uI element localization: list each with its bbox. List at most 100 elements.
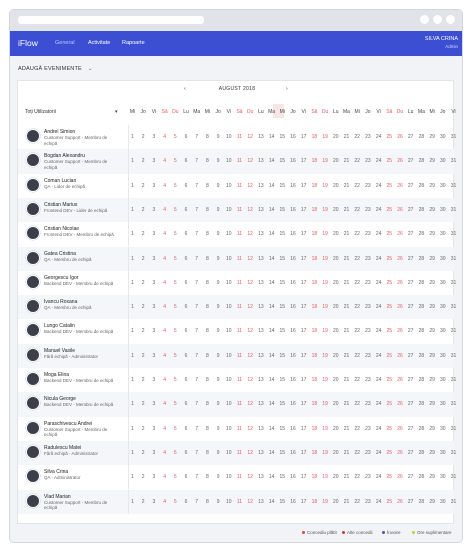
day-cell[interactable]: 22 [354, 255, 360, 262]
day-cell[interactable]: 9 [216, 279, 220, 286]
day-cell[interactable]: 21 [343, 352, 350, 359]
day-cell[interactable]: 18 [311, 377, 318, 383]
day-cell[interactable]: 15 [279, 206, 286, 213]
user-name[interactable]: Coman Lucian [44, 177, 77, 184]
user-row[interactable]: Cristian Marius Frontend DEV - Lider de e… [18, 197, 456, 223]
day-cell[interactable]: 13 [258, 401, 264, 408]
day-cell[interactable]: 22 [354, 206, 360, 213]
day-cell[interactable]: 16 [290, 255, 296, 262]
day-cell[interactable]: 29 [429, 134, 435, 140]
day-cell[interactable]: 1 [131, 206, 134, 213]
day-cell[interactable]: 12 [247, 377, 253, 383]
day-cell[interactable]: 18 [311, 206, 318, 213]
day-cell[interactable]: 7 [195, 206, 199, 213]
day-cell[interactable]: 24 [375, 352, 382, 359]
day-cell[interactable]: 13 [258, 304, 264, 311]
day-cell[interactable]: 28 [418, 182, 425, 189]
day-cell[interactable]: 17 [300, 206, 307, 213]
day-cell[interactable]: 19 [322, 304, 328, 311]
day-cell[interactable]: 21 [343, 328, 350, 335]
day-cell[interactable]: 18 [311, 182, 318, 189]
day-cell[interactable]: 4 [163, 206, 166, 213]
day-cell[interactable]: 29 [429, 231, 435, 238]
day-cell[interactable]: 1 [131, 279, 134, 286]
day-cell[interactable]: 21 [343, 279, 350, 286]
avatar[interactable] [26, 493, 40, 508]
day-cell[interactable]: 27 [407, 304, 414, 311]
day-cell[interactable]: 3 [152, 206, 156, 213]
day-cell[interactable]: 16 [290, 425, 296, 432]
avatar[interactable] [26, 153, 40, 168]
day-cell[interactable]: 14 [268, 401, 275, 408]
day-cell[interactable]: 9 [216, 401, 220, 408]
user-row[interactable]: Coman Lucian QA - Lider de echipă 1 2 3 4 5 6 7 8… [18, 173, 456, 198]
day-cell[interactable]: 20 [333, 498, 339, 505]
day-cell[interactable]: 18 [311, 425, 318, 432]
day-cell[interactable]: 9 [216, 158, 220, 165]
day-cell[interactable]: 27 [407, 377, 414, 383]
day-cell[interactable]: 22 [354, 449, 360, 456]
day-cell[interactable]: 2 [141, 352, 145, 359]
user-name[interactable]: Cristian Nicolae [44, 226, 80, 233]
day-cell[interactable]: 3 [152, 474, 156, 481]
day-cell[interactable]: 10 [226, 425, 232, 432]
day-cell[interactable]: 28 [418, 377, 425, 383]
user-name[interactable]: Cristian Marius [44, 201, 78, 208]
day-cell[interactable]: 9 [216, 328, 220, 335]
day-cell[interactable]: 10 [226, 377, 232, 383]
day-cell[interactable]: 4 [163, 352, 166, 359]
day-cell[interactable]: 11 [236, 328, 243, 335]
day-cell[interactable]: 14 [268, 425, 275, 432]
day-cell[interactable]: 6 [184, 425, 188, 432]
avatar[interactable] [26, 420, 40, 435]
day-cell[interactable]: 30 [440, 449, 446, 456]
day-cell[interactable]: 15 [279, 231, 286, 238]
day-cell[interactable]: 16 [290, 304, 296, 311]
day-cell[interactable]: 28 [418, 279, 425, 286]
day-cell[interactable]: 14 [268, 304, 275, 311]
day-cell[interactable]: 7 [195, 158, 199, 165]
day-cell[interactable]: 16 [290, 206, 296, 213]
day-cell[interactable]: 12 [247, 401, 253, 408]
day-cell[interactable]: 23 [365, 401, 371, 408]
day-cell[interactable]: 14 [268, 255, 275, 262]
user-name[interactable]: Ivancu Roxana [44, 299, 78, 306]
day-cell[interactable]: 11 [236, 182, 243, 189]
day-cell[interactable]: 9 [216, 498, 220, 505]
day-cell[interactable]: 29 [429, 352, 435, 359]
day-cell[interactable]: 27 [407, 498, 414, 505]
day-cell[interactable]: 4 [163, 304, 166, 311]
day-cell[interactable]: 11 [236, 352, 243, 359]
add-events-dropdown[interactable]: ADAUGĂ EVENIMENTE ⌄ [18, 66, 93, 72]
user-row[interactable]: Vlad Marian Customer Support - Membru de … [18, 489, 456, 514]
day-cell[interactable]: 12 [247, 498, 253, 505]
day-cell[interactable]: 15 [279, 474, 286, 481]
day-cell[interactable]: 31 [450, 377, 457, 383]
user-row[interactable]: Bogdan Alexandru Customer Support - Membr… [18, 149, 456, 174]
day-cell[interactable]: 9 [216, 425, 220, 432]
day-cell[interactable]: 25 [386, 206, 393, 213]
day-cell[interactable]: 7 [195, 498, 199, 505]
day-cell[interactable]: 23 [365, 255, 371, 262]
day-cell[interactable]: 9 [216, 352, 220, 359]
day-cell[interactable]: 29 [429, 279, 435, 286]
day-cell[interactable]: 6 [184, 401, 188, 408]
day-cell[interactable]: 31 [450, 328, 457, 335]
day-cell[interactable]: 11 [236, 255, 243, 262]
day-cell[interactable]: 29 [429, 328, 435, 335]
day-cell[interactable]: 16 [290, 182, 296, 189]
day-cell[interactable]: 25 [386, 352, 393, 359]
day-cell[interactable]: 13 [258, 158, 264, 165]
day-cell[interactable]: 30 [440, 498, 446, 505]
day-cell[interactable]: 20 [333, 425, 339, 432]
day-cell[interactable]: 23 [365, 328, 371, 335]
day-cell[interactable]: 28 [418, 425, 425, 432]
day-cell[interactable]: 18 [311, 134, 318, 140]
day-cell[interactable]: 26 [397, 498, 403, 505]
day-cell[interactable]: 9 [216, 474, 220, 481]
day-cell[interactable]: 16 [290, 352, 296, 359]
avatar[interactable] [26, 129, 40, 143]
day-cell[interactable]: 17 [300, 158, 307, 165]
users-filter[interactable]: Toți Utilizatorii ▾ [25, 109, 118, 115]
day-cell[interactable]: 27 [407, 206, 414, 213]
